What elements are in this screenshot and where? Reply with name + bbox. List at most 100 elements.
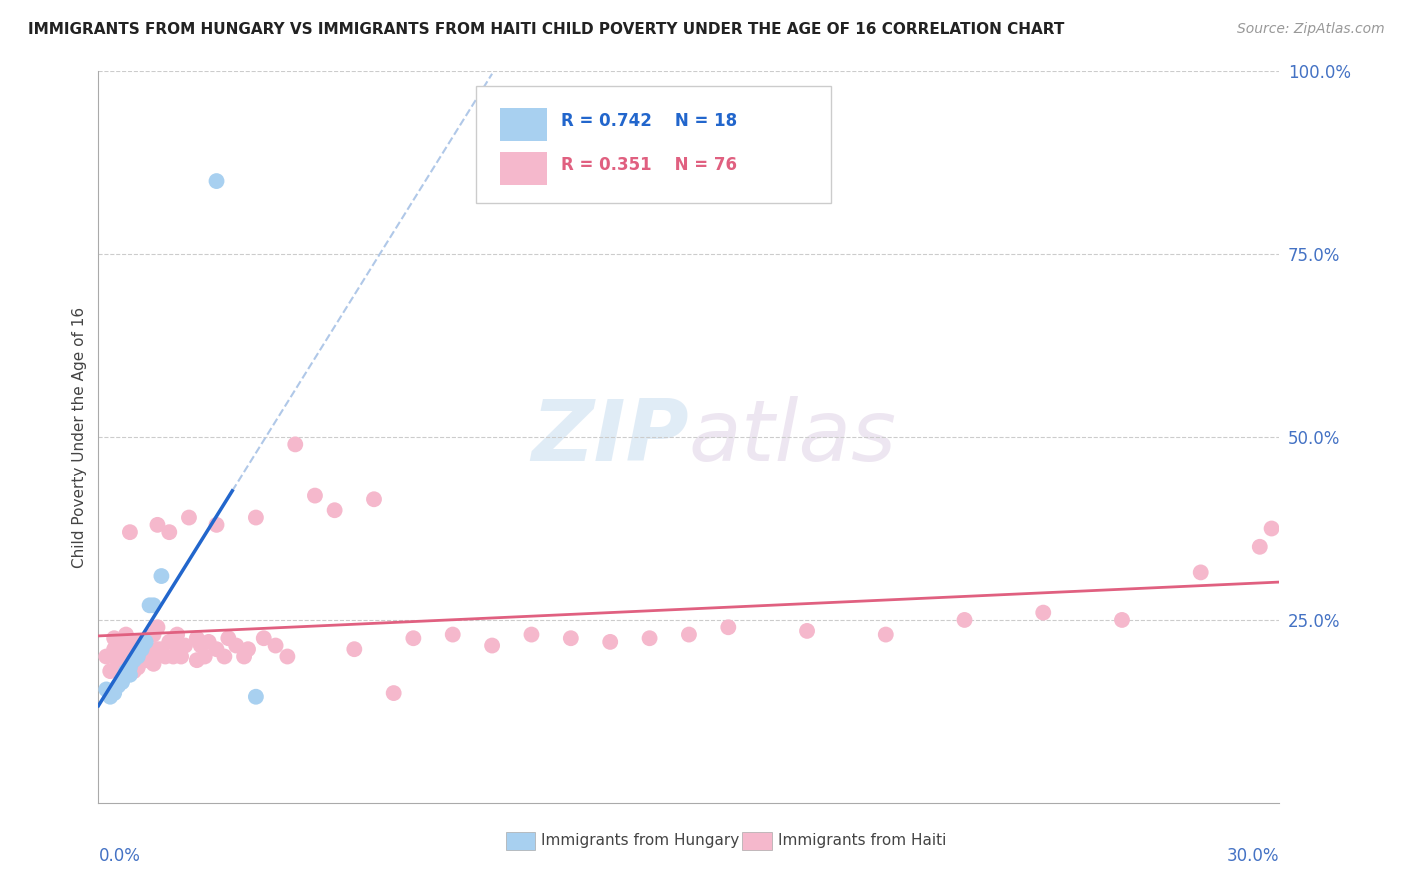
Point xyxy=(142,627,165,641)
Text: atlas: atlas xyxy=(689,395,897,479)
Point xyxy=(205,517,228,532)
Point xyxy=(441,627,464,641)
Text: 0.0%: 0.0% xyxy=(98,847,141,864)
Point xyxy=(717,620,740,634)
Point xyxy=(96,682,118,697)
Point xyxy=(131,642,153,657)
Point xyxy=(520,627,543,641)
Point xyxy=(146,517,169,532)
Point xyxy=(225,639,247,653)
Point xyxy=(118,525,141,540)
Point xyxy=(98,664,121,678)
Point xyxy=(98,690,121,704)
Point xyxy=(127,660,149,674)
Point xyxy=(142,599,165,613)
Point xyxy=(103,642,125,657)
Point xyxy=(343,642,366,657)
Point xyxy=(103,686,125,700)
Point xyxy=(205,174,228,188)
Point xyxy=(217,632,239,646)
Point xyxy=(142,657,165,671)
Point xyxy=(146,620,169,634)
Point xyxy=(135,653,157,667)
Point xyxy=(127,649,149,664)
Point xyxy=(197,635,219,649)
FancyBboxPatch shape xyxy=(742,832,772,850)
Point xyxy=(190,639,212,653)
Point xyxy=(953,613,976,627)
Point xyxy=(127,635,149,649)
Point xyxy=(111,649,134,664)
Point xyxy=(284,437,307,451)
Point xyxy=(96,649,118,664)
Point xyxy=(115,667,138,681)
Point xyxy=(638,632,661,646)
Point xyxy=(236,642,259,657)
Point xyxy=(107,679,129,693)
Point xyxy=(481,639,503,653)
Point xyxy=(138,599,160,613)
Point xyxy=(174,639,197,653)
Point xyxy=(276,649,298,664)
FancyBboxPatch shape xyxy=(501,108,547,141)
Point xyxy=(118,660,141,674)
Point xyxy=(402,632,425,646)
Point xyxy=(1260,521,1282,535)
Point xyxy=(599,635,621,649)
Point xyxy=(118,639,141,653)
Point xyxy=(135,639,157,653)
Point xyxy=(111,675,134,690)
Point xyxy=(678,627,700,641)
Point xyxy=(138,649,160,664)
Point xyxy=(166,639,188,653)
Text: 30.0%: 30.0% xyxy=(1227,847,1279,864)
Text: R = 0.351    N = 76: R = 0.351 N = 76 xyxy=(561,156,737,174)
Point xyxy=(205,642,228,657)
Point xyxy=(382,686,405,700)
Point xyxy=(1032,606,1054,620)
Point xyxy=(122,664,145,678)
Point xyxy=(186,632,208,646)
Point xyxy=(107,657,129,671)
Point xyxy=(253,632,276,646)
Point xyxy=(363,492,385,507)
Text: IMMIGRANTS FROM HUNGARY VS IMMIGRANTS FROM HAITI CHILD POVERTY UNDER THE AGE OF : IMMIGRANTS FROM HUNGARY VS IMMIGRANTS FR… xyxy=(28,22,1064,37)
Point xyxy=(111,667,134,681)
Point xyxy=(323,503,346,517)
FancyBboxPatch shape xyxy=(501,152,547,185)
Point xyxy=(135,635,157,649)
Point xyxy=(107,635,129,649)
Point xyxy=(118,653,141,667)
Point xyxy=(560,632,582,646)
Point xyxy=(146,642,169,657)
Point xyxy=(162,649,184,664)
Point xyxy=(177,510,200,524)
Point xyxy=(115,660,138,674)
Point xyxy=(170,649,193,664)
Point xyxy=(245,510,267,524)
Point xyxy=(796,624,818,638)
Point xyxy=(122,653,145,667)
Point xyxy=(245,690,267,704)
Point xyxy=(1111,613,1133,627)
Point xyxy=(304,489,326,503)
Point xyxy=(166,627,188,641)
Text: Immigrants from Hungary: Immigrants from Hungary xyxy=(541,833,740,848)
Point xyxy=(1249,540,1271,554)
Point xyxy=(118,667,141,681)
Point xyxy=(186,653,208,667)
Point xyxy=(194,649,217,664)
Text: Immigrants from Haiti: Immigrants from Haiti xyxy=(778,833,946,848)
Point xyxy=(233,649,256,664)
Point xyxy=(264,639,287,653)
Point xyxy=(103,632,125,646)
Point xyxy=(1189,566,1212,580)
Y-axis label: Child Poverty Under the Age of 16: Child Poverty Under the Age of 16 xyxy=(72,307,87,567)
Text: Source: ZipAtlas.com: Source: ZipAtlas.com xyxy=(1237,22,1385,37)
Point xyxy=(150,569,173,583)
Point xyxy=(214,649,236,664)
Text: R = 0.742    N = 18: R = 0.742 N = 18 xyxy=(561,112,738,130)
Point xyxy=(115,664,138,678)
Point xyxy=(157,525,180,540)
Point xyxy=(115,642,138,657)
